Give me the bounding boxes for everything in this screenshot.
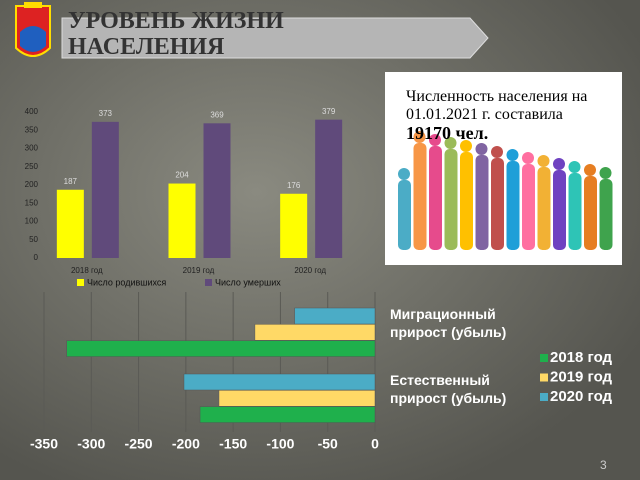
y-tick-label: 350: [25, 125, 39, 134]
x-tick-label: -350: [30, 436, 58, 452]
bar: [183, 373, 376, 391]
person-body: [429, 146, 442, 250]
page-number: 3: [600, 458, 607, 472]
y-tick-label: 0: [34, 253, 39, 262]
person-head: [522, 152, 534, 164]
person-body: [398, 180, 411, 250]
legend-swatch: [77, 279, 84, 286]
person-body: [522, 164, 535, 250]
legend-label: 2018 год: [550, 349, 613, 366]
person-body: [537, 167, 551, 250]
person-head: [506, 149, 519, 161]
category-label: Миграционный прирост (убыль): [390, 306, 507, 340]
y-tick-label: 50: [29, 235, 38, 244]
category-label: Естественный прирост (убыль): [390, 372, 507, 406]
page-title: УРОВЕНЬ ЖИЗНИ НАСЕЛЕНИЯ: [68, 8, 284, 60]
bar: [168, 183, 196, 258]
x-tick-label: -150: [219, 436, 247, 452]
legend-label: Число родившихся: [87, 277, 166, 287]
x-tick-label: 2020 год: [294, 266, 326, 275]
data-label: 369: [210, 110, 224, 119]
y-tick-label: 200: [25, 180, 39, 189]
x-tick-label: -300: [77, 436, 105, 452]
legend-label: Число умерших: [215, 277, 281, 287]
person-head: [444, 137, 457, 149]
y-tick-label: 150: [25, 198, 39, 207]
person-head: [398, 168, 410, 180]
person-body: [413, 143, 427, 250]
bar: [203, 123, 231, 258]
person-head: [475, 143, 488, 155]
person-head: [460, 140, 472, 152]
person-body: [460, 152, 473, 250]
person-head: [584, 164, 596, 176]
person-head: [491, 146, 503, 158]
bar: [199, 406, 376, 423]
person-body: [584, 176, 597, 250]
legend-swatch: [540, 354, 548, 362]
bar: [218, 390, 376, 407]
data-label: 176: [287, 181, 301, 190]
bar: [315, 119, 343, 258]
info-text: Численность населения на 01.01.2021 г. с…: [406, 88, 606, 144]
data-label: 204: [175, 171, 189, 180]
person-head: [429, 134, 441, 146]
legend-swatch: [540, 393, 548, 401]
y-tick-label: 300: [25, 144, 39, 153]
bar: [56, 189, 84, 258]
legend-swatch: [540, 373, 548, 382]
x-tick-label: -200: [172, 436, 200, 452]
person-body: [444, 149, 458, 250]
y-tick-label: 250: [25, 162, 39, 171]
person-head: [599, 167, 612, 179]
person-body: [568, 173, 582, 250]
y-tick-label: 100: [25, 217, 39, 226]
person-body: [475, 155, 489, 250]
x-tick-label: -100: [266, 436, 294, 452]
legend-label: 2019 год: [550, 368, 613, 385]
data-label: 187: [64, 177, 78, 186]
people-illustration: [398, 131, 613, 250]
y-tick-label: 400: [25, 107, 39, 116]
info-text-body: Численность населения на 01.01.2021 г. с…: [406, 88, 588, 123]
bar: [254, 324, 376, 341]
bar: [91, 121, 119, 258]
title-banner: [61, 17, 489, 59]
person-body: [599, 179, 613, 250]
person-head: [553, 158, 565, 170]
person-head: [568, 161, 581, 173]
bar: [280, 193, 308, 258]
person-head: [537, 155, 550, 167]
x-tick-label: 2019 год: [183, 266, 215, 275]
x-tick-label: -50: [318, 436, 338, 452]
x-tick-label: -250: [125, 436, 153, 452]
person-head: [413, 131, 426, 143]
person-body: [553, 170, 566, 250]
data-label: 379: [322, 107, 336, 116]
x-tick-label: 2018 год: [71, 266, 103, 275]
emblem-part: [20, 26, 46, 52]
data-label: 373: [99, 109, 113, 118]
bar: [294, 307, 376, 325]
person-body: [491, 158, 504, 250]
legend-label: 2020 год: [550, 388, 613, 405]
info-total: 19170 чел.: [406, 123, 489, 143]
bar: [66, 340, 376, 357]
legend-swatch: [205, 279, 212, 286]
person-body: [506, 161, 520, 250]
emblem-crown: [24, 2, 42, 8]
x-tick-label: 0: [371, 436, 379, 452]
